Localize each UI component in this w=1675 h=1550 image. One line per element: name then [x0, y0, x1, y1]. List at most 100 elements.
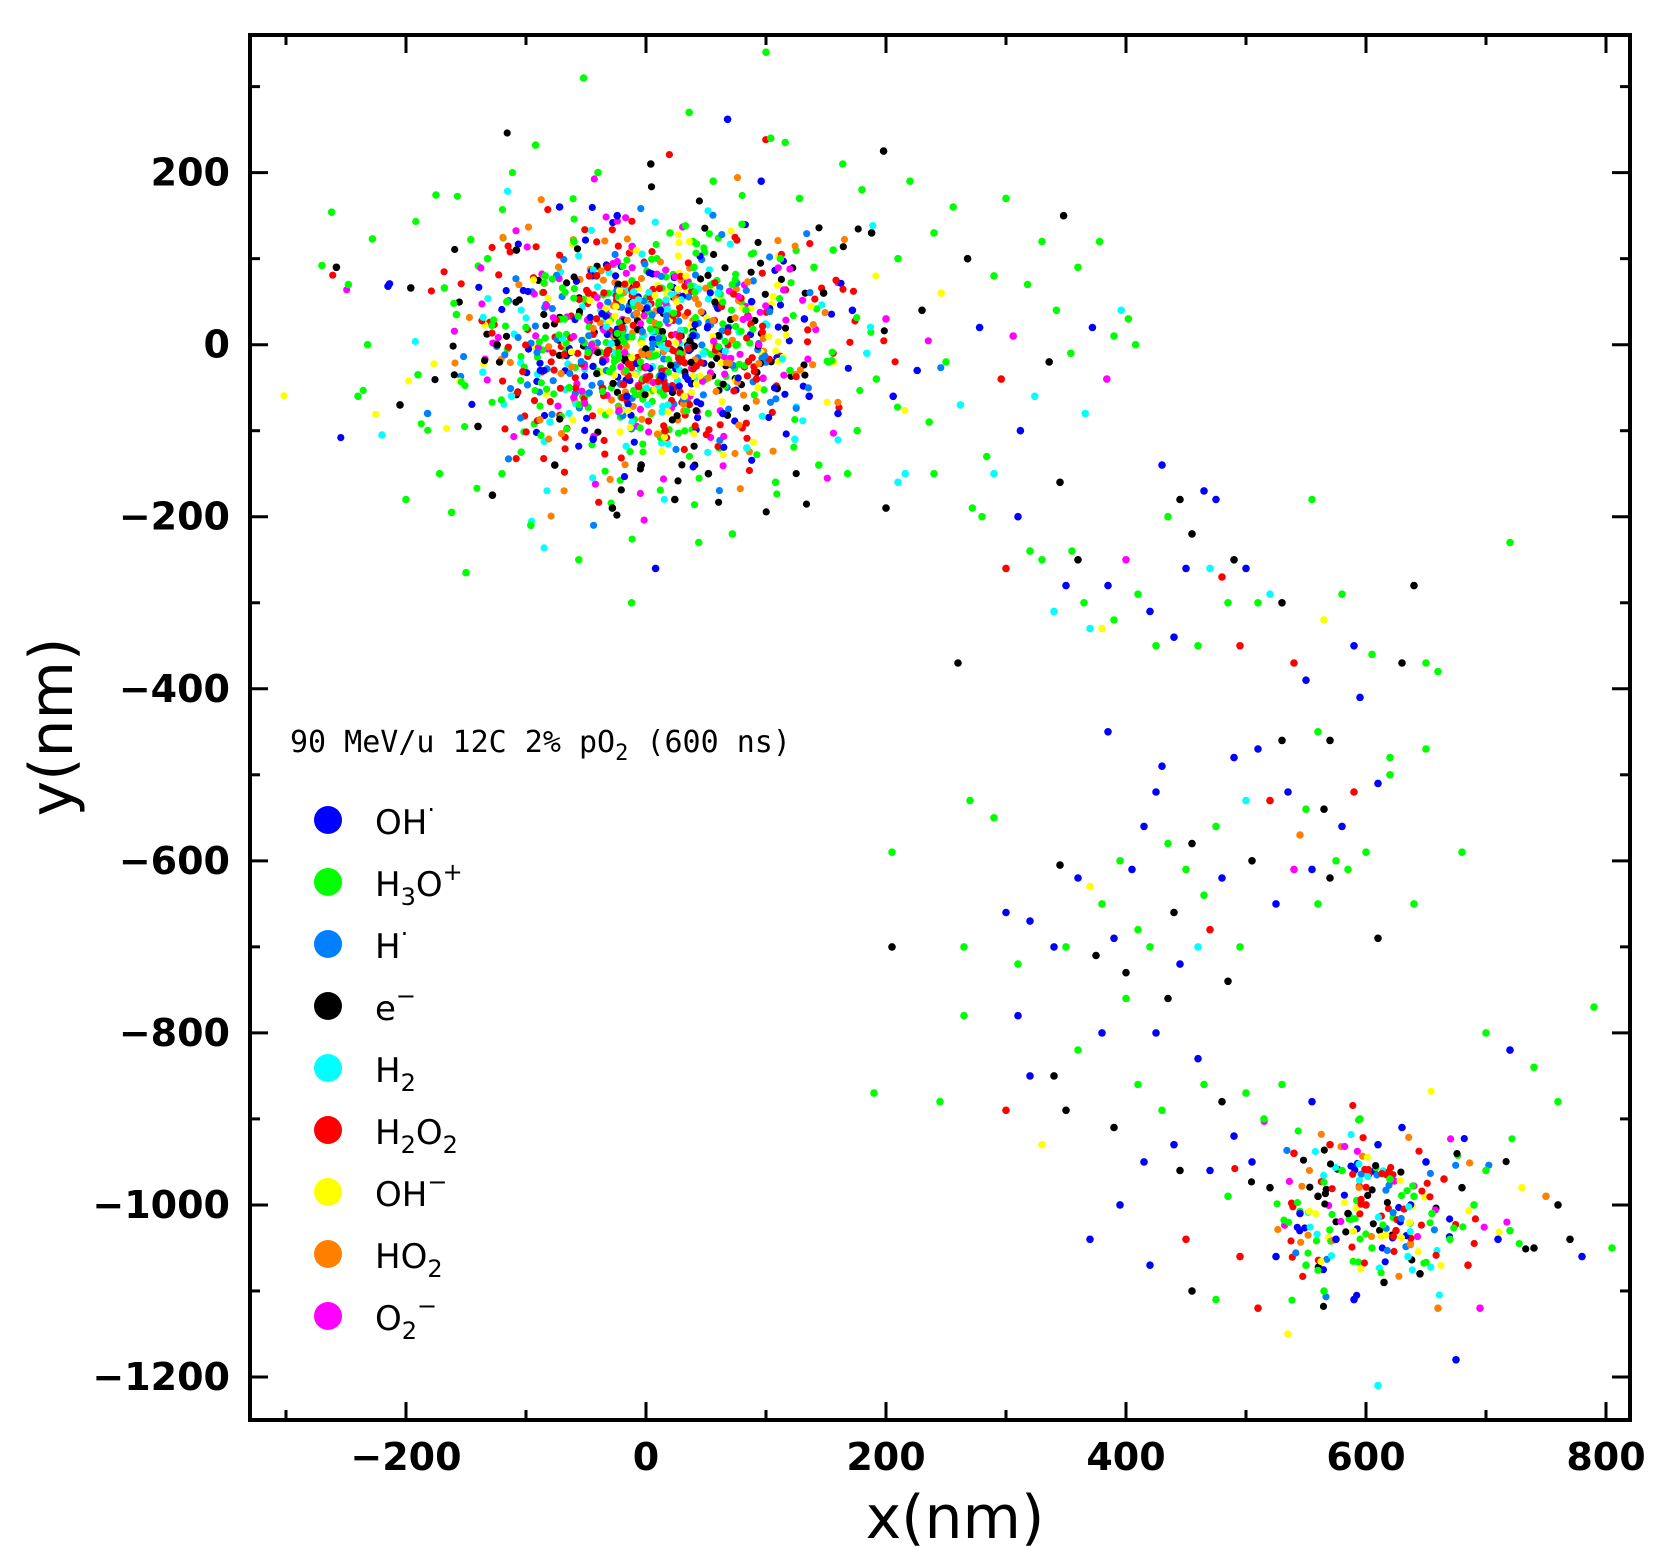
- cluster-point: [721, 264, 729, 272]
- data-point-h2: [743, 444, 751, 452]
- cluster-point: [705, 230, 713, 238]
- data-point-oh: [834, 409, 842, 418]
- cluster-point: [687, 358, 695, 366]
- y-axis-title: y(nm): [17, 638, 87, 817]
- cluster-point: [620, 473, 629, 481]
- data-point-oh: [1146, 607, 1154, 616]
- cluster-point: [1397, 1168, 1405, 1176]
- cluster-point: [685, 237, 693, 246]
- data-point-h3o: [1608, 1244, 1616, 1252]
- data-point-h3o: [978, 512, 986, 521]
- cluster-point: [1409, 1182, 1417, 1190]
- data-point-oh: [1110, 934, 1118, 943]
- data-point-oh: [1422, 1158, 1430, 1166]
- data-point-e: [1230, 556, 1238, 564]
- data-point-oh: [1398, 1123, 1406, 1132]
- cluster-point: [617, 486, 625, 494]
- cluster-point: [721, 370, 729, 378]
- data-point-oh: [1272, 1252, 1280, 1261]
- legend-label-part: 2: [401, 1069, 416, 1097]
- cluster-point: [556, 251, 564, 259]
- data-point-oh: [1086, 1235, 1094, 1244]
- cluster-point: [654, 378, 662, 386]
- cluster-point: [615, 287, 624, 295]
- cluster-point: [1435, 1291, 1443, 1299]
- cluster-point: [639, 350, 647, 358]
- cluster-point: [557, 430, 566, 438]
- cluster-point: [748, 354, 756, 362]
- cluster-point: [1320, 1146, 1328, 1154]
- cluster-point: [1313, 1230, 1321, 1238]
- cluster-point: [1503, 1218, 1511, 1226]
- data-point-h3o: [541, 272, 549, 280]
- data-point-h2: [1374, 1381, 1382, 1390]
- cluster-point: [1382, 1231, 1390, 1239]
- data-point-ohm: [1098, 624, 1106, 633]
- data-point-oh: [613, 211, 621, 220]
- cluster-point: [1357, 1265, 1365, 1273]
- data-point-oh: [805, 392, 813, 401]
- cluster-point: [1423, 1179, 1431, 1187]
- cluster-point: [645, 428, 653, 436]
- cluster-point: [1285, 1218, 1293, 1226]
- x-tick-label: 0: [633, 1435, 659, 1479]
- cluster-point: [624, 360, 632, 368]
- data-point-h3o: [1446, 1235, 1454, 1244]
- cluster-point: [670, 309, 678, 317]
- data-point-oh: [1002, 908, 1010, 917]
- data-point-e: [1458, 1183, 1466, 1192]
- cluster-point: [523, 243, 531, 251]
- data-point-h3o: [1314, 728, 1322, 736]
- cluster-point: [1427, 1263, 1435, 1271]
- cluster-point: [834, 398, 842, 406]
- data-point-h: [423, 409, 432, 418]
- data-point-h3o: [1428, 1209, 1436, 1218]
- cluster-point: [1372, 1162, 1380, 1170]
- annotation-part: 2: [615, 741, 628, 766]
- cluster-point: [570, 273, 578, 281]
- cluster-point: [618, 303, 626, 311]
- cluster-point: [645, 269, 653, 277]
- cluster-point: [690, 342, 698, 350]
- data-point-h3o: [1458, 848, 1466, 856]
- cluster-point: [678, 461, 686, 469]
- data-point-oh: [1296, 1209, 1304, 1218]
- data-point-h3o: [960, 1011, 968, 1020]
- cluster-point: [1305, 1207, 1313, 1215]
- data-point-ohm: [680, 392, 689, 401]
- cluster-point: [756, 259, 765, 267]
- data-point-h3o: [531, 141, 540, 149]
- cluster-point: [1328, 1210, 1336, 1218]
- legend-label-part: 3: [401, 883, 416, 911]
- cluster-point: [1348, 1243, 1356, 1251]
- cluster-point: [642, 384, 651, 392]
- data-point-ohm: [937, 289, 945, 297]
- cluster-point: [575, 252, 583, 260]
- data-point-e: [637, 461, 645, 469]
- cluster-point: [652, 240, 660, 249]
- data-point-h3o: [695, 538, 703, 547]
- data-point-h3o: [966, 796, 974, 805]
- cluster-point: [785, 337, 793, 345]
- cluster-point: [589, 266, 597, 274]
- cluster-point: [530, 397, 539, 405]
- cluster-point: [1397, 1214, 1405, 1223]
- cluster-point: [846, 338, 854, 346]
- legend-label-part: H: [375, 1051, 401, 1091]
- cluster-point: [658, 447, 666, 455]
- cluster-point: [1480, 1223, 1488, 1231]
- cluster-point: [1413, 1233, 1422, 1241]
- cluster-point: [543, 385, 551, 393]
- cluster-point: [639, 448, 647, 456]
- legend-marker-ho2: [314, 1240, 342, 1268]
- data-point-oh: [623, 392, 631, 401]
- cluster-point: [715, 498, 723, 506]
- cluster-point: [734, 374, 742, 382]
- data-point-oh: [1302, 676, 1310, 684]
- legend-label-part: −: [396, 982, 416, 1010]
- cluster-point: [599, 276, 608, 284]
- cluster-point: [768, 408, 776, 416]
- cluster-point: [563, 279, 571, 287]
- cluster-point: [1349, 1101, 1357, 1110]
- cluster-point: [674, 477, 682, 485]
